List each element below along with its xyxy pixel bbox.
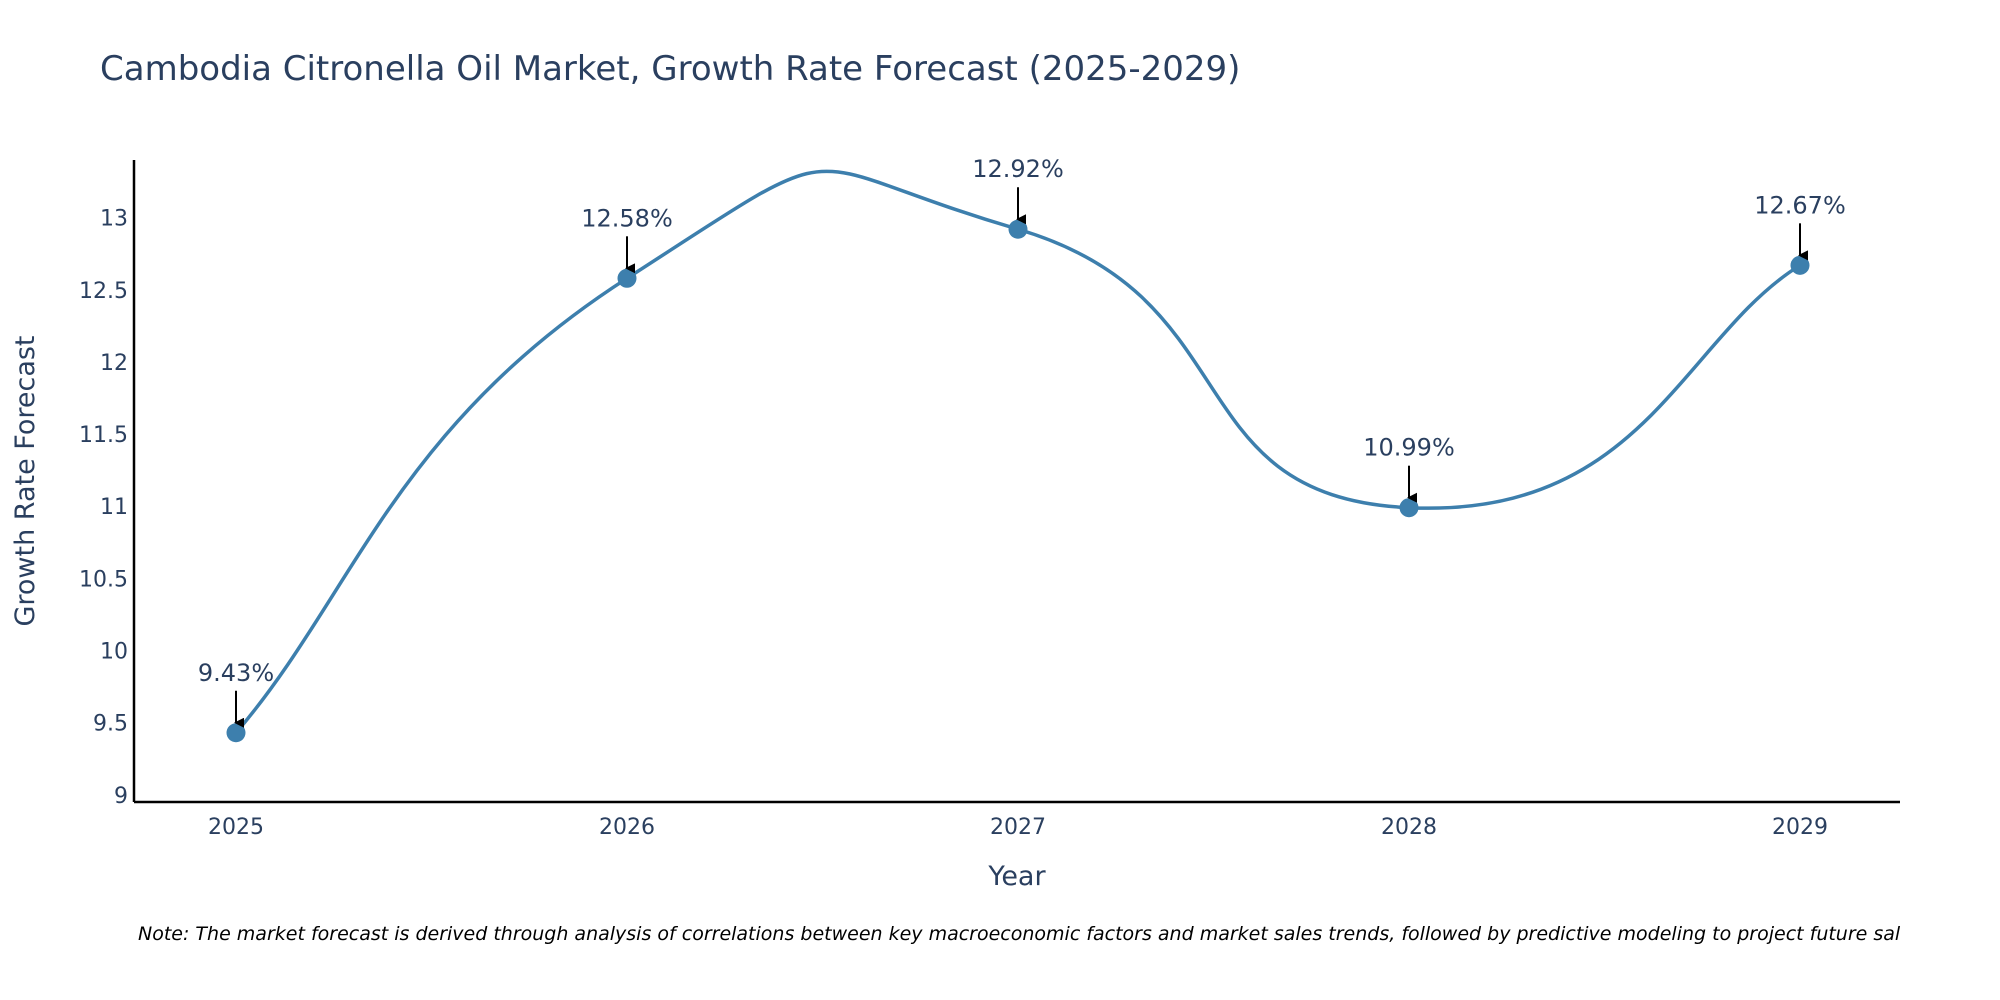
y-tick-label: 10.5 xyxy=(79,567,128,592)
x-tick-label: 2025 xyxy=(208,815,264,840)
series-line xyxy=(234,169,1801,734)
data-label: 10.99% xyxy=(1363,434,1455,462)
data-point xyxy=(226,723,246,743)
x-tick-label: 2028 xyxy=(1381,815,1437,840)
y-axis-title: Growth Rate Forecast xyxy=(10,335,41,626)
data-point xyxy=(1790,255,1810,275)
y-tick-label: 12 xyxy=(100,351,128,376)
y-tick-label: 11 xyxy=(100,495,128,520)
x-tick-label: 2029 xyxy=(1772,815,1828,840)
data-label: 12.92% xyxy=(972,155,1064,183)
x-tick-label: 2027 xyxy=(990,815,1046,840)
y-tick-label: 9.5 xyxy=(93,712,128,737)
y-tick-label: 12.5 xyxy=(79,279,128,304)
data-label: 12.58% xyxy=(581,204,673,232)
y-tick-label: 10 xyxy=(100,640,128,665)
x-tick-label: 2026 xyxy=(599,815,655,840)
data-label: 12.67% xyxy=(1754,191,1846,219)
y-tick-label: 11.5 xyxy=(79,423,128,448)
data-label: 9.43% xyxy=(198,659,274,687)
y-tick-label: 13 xyxy=(100,207,128,232)
footnote: Note: The market forecast is derived thr… xyxy=(138,923,1901,945)
data-point xyxy=(1399,498,1419,518)
y-tick-label: 9 xyxy=(114,784,128,809)
x-axis-title: Year xyxy=(987,861,1046,892)
data-point xyxy=(1008,219,1028,239)
data-point xyxy=(617,268,637,288)
chart-title: Cambodia Citronella Oil Market, Growth R… xyxy=(100,49,1240,89)
